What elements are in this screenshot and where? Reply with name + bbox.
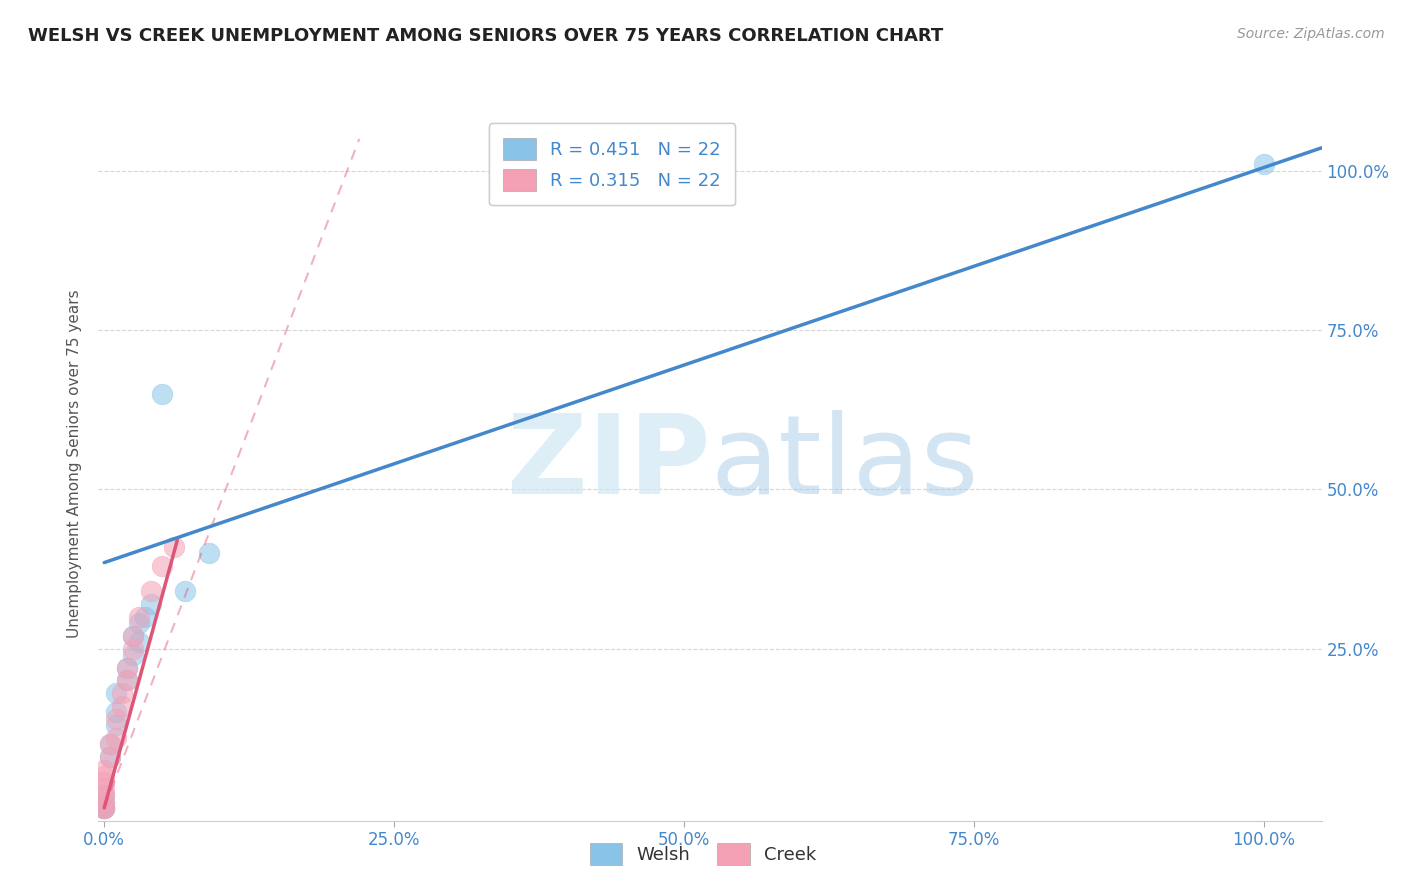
Point <box>93 788 115 802</box>
Point <box>93 801 115 815</box>
Point <box>93 795 115 809</box>
Point <box>117 673 139 688</box>
Point <box>1253 157 1275 171</box>
Text: ZIP: ZIP <box>506 410 710 517</box>
Point <box>122 648 145 662</box>
Legend: Welsh, Creek: Welsh, Creek <box>581 834 825 874</box>
Point <box>104 706 127 720</box>
Text: atlas: atlas <box>710 410 979 517</box>
Point <box>93 795 115 809</box>
Y-axis label: Unemployment Among Seniors over 75 years: Unemployment Among Seniors over 75 years <box>67 290 83 638</box>
Point <box>122 641 145 656</box>
Point <box>117 661 139 675</box>
Point <box>93 781 115 796</box>
Point <box>150 558 173 573</box>
Point <box>139 584 162 599</box>
Point <box>110 698 132 713</box>
Point <box>197 546 219 560</box>
Point <box>98 750 121 764</box>
Point <box>93 788 115 802</box>
Point <box>93 775 115 789</box>
Point <box>139 597 162 611</box>
Point <box>104 718 127 732</box>
Point <box>128 609 150 624</box>
Point <box>93 801 115 815</box>
Point <box>163 540 186 554</box>
Point <box>122 629 145 643</box>
Point <box>150 386 173 401</box>
Point <box>98 737 121 751</box>
Point <box>174 584 197 599</box>
Point <box>117 661 139 675</box>
Point <box>128 616 150 631</box>
Point <box>104 731 127 745</box>
Point <box>134 609 156 624</box>
Point <box>98 737 121 751</box>
Point <box>93 769 115 783</box>
Point <box>117 673 139 688</box>
Point <box>128 635 150 649</box>
Point <box>93 763 115 777</box>
Point <box>104 686 127 700</box>
Point <box>110 686 132 700</box>
Point <box>93 801 115 815</box>
Point <box>122 629 145 643</box>
Text: Source: ZipAtlas.com: Source: ZipAtlas.com <box>1237 27 1385 41</box>
Text: WELSH VS CREEK UNEMPLOYMENT AMONG SENIORS OVER 75 YEARS CORRELATION CHART: WELSH VS CREEK UNEMPLOYMENT AMONG SENIOR… <box>28 27 943 45</box>
Point <box>104 712 127 726</box>
Point <box>93 801 115 815</box>
Point <box>98 750 121 764</box>
Legend: R = 0.451   N = 22, R = 0.315   N = 22: R = 0.451 N = 22, R = 0.315 N = 22 <box>489 123 735 205</box>
Point <box>93 801 115 815</box>
